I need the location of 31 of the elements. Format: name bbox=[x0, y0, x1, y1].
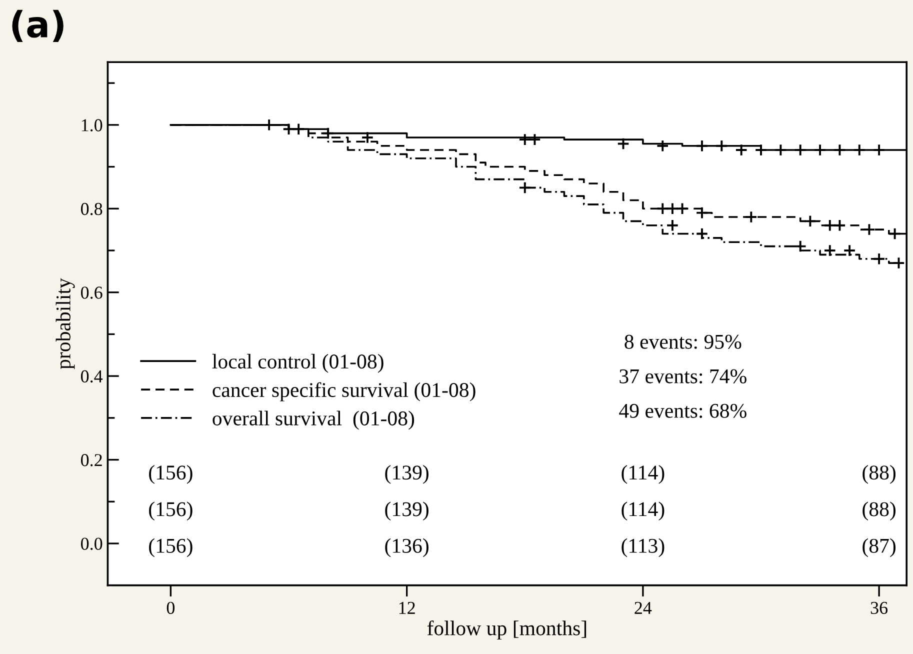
x-tick-label: 12 bbox=[399, 602, 415, 614]
annotation: 49 events: 68% bbox=[619, 404, 746, 418]
y-tick-label: 0.6 bbox=[80, 286, 102, 299]
annotation: 37 events: 74% bbox=[620, 369, 746, 384]
y-tick-label: 0.8 bbox=[80, 202, 102, 216]
annotation: (136) bbox=[385, 538, 428, 558]
annotation: (156) bbox=[149, 464, 192, 484]
x-tick-label: 24 bbox=[634, 602, 652, 614]
annotation: (88) bbox=[862, 502, 896, 520]
y-tick-label: 0.2 bbox=[80, 454, 102, 466]
x-axis-title: follow up [months] bbox=[427, 620, 586, 640]
annotation: (156) bbox=[149, 538, 192, 558]
y-tick-label: 0.0 bbox=[80, 538, 102, 550]
legend-label: cancer specific survival (01-08) bbox=[212, 382, 476, 402]
legend-label: overall survival (01-08) bbox=[212, 410, 414, 430]
y-tick-label: 0.4 bbox=[80, 370, 103, 383]
annotation: (88) bbox=[862, 464, 896, 484]
legend-label: local control (01-08) bbox=[212, 354, 384, 373]
x-tick-label: 0 bbox=[166, 602, 175, 614]
y-axis-title: probability bbox=[56, 278, 75, 370]
annotation: (114) bbox=[622, 502, 664, 520]
annotation: (139) bbox=[385, 502, 428, 520]
y-tick-label: 1.0 bbox=[82, 119, 102, 132]
annotation: (114) bbox=[622, 464, 664, 484]
annotation: (139) bbox=[385, 464, 428, 484]
annotation: (113) bbox=[622, 538, 664, 558]
text: (a) bbox=[12, 10, 64, 42]
x-tick-label: 36 bbox=[870, 602, 888, 614]
annotation: (156) bbox=[149, 502, 192, 520]
annotation: 8 events: 95% bbox=[624, 334, 742, 349]
annotation: (87) bbox=[862, 538, 896, 558]
